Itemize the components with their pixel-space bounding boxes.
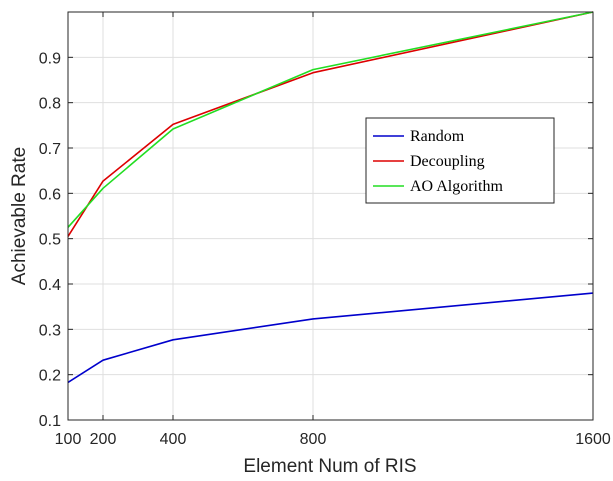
y-axis-label: Achievable Rate [9,147,30,285]
x-axis-label: Element Num of RIS [243,456,416,477]
y-tick-label: 0.8 [39,96,61,113]
legend: Random Decoupling AO Algorithm [365,117,555,204]
x-tick-label: 800 [300,431,327,448]
series-line-ao-algorithm [67,11,594,228]
legend-label: AO Algorithm [410,178,503,195]
y-tick-label: 0.3 [39,322,61,339]
y-tick-label: 0.7 [39,141,61,158]
axis-ticks [67,12,594,421]
y-tick-label: 0.5 [39,232,61,249]
y-tick-label: 0.4 [39,277,61,294]
x-tick-label: 1600 [575,431,611,448]
series-lines [67,11,594,384]
plot-area [68,12,593,420]
plot-frame [67,11,594,421]
y-tick-label: 0.2 [39,368,61,385]
x-tick-labels: 100 200 400 800 1600 [55,431,611,448]
x-tick-label: 100 [55,431,82,448]
legend-label: Random [410,128,465,145]
y-tick-label: 0.1 [39,413,61,430]
series-line-decoupling [67,11,594,237]
x-tick-label: 400 [160,431,187,448]
series-line-random [67,292,594,384]
legend-label: Decoupling [410,153,485,170]
y-tick-label: 0.9 [39,50,61,67]
x-tick-label: 200 [90,431,117,448]
y-tick-label: 0.6 [39,186,61,203]
y-tick-labels: 0.1 0.2 0.3 0.4 0.5 0.6 0.7 0.8 0.9 [39,50,61,430]
